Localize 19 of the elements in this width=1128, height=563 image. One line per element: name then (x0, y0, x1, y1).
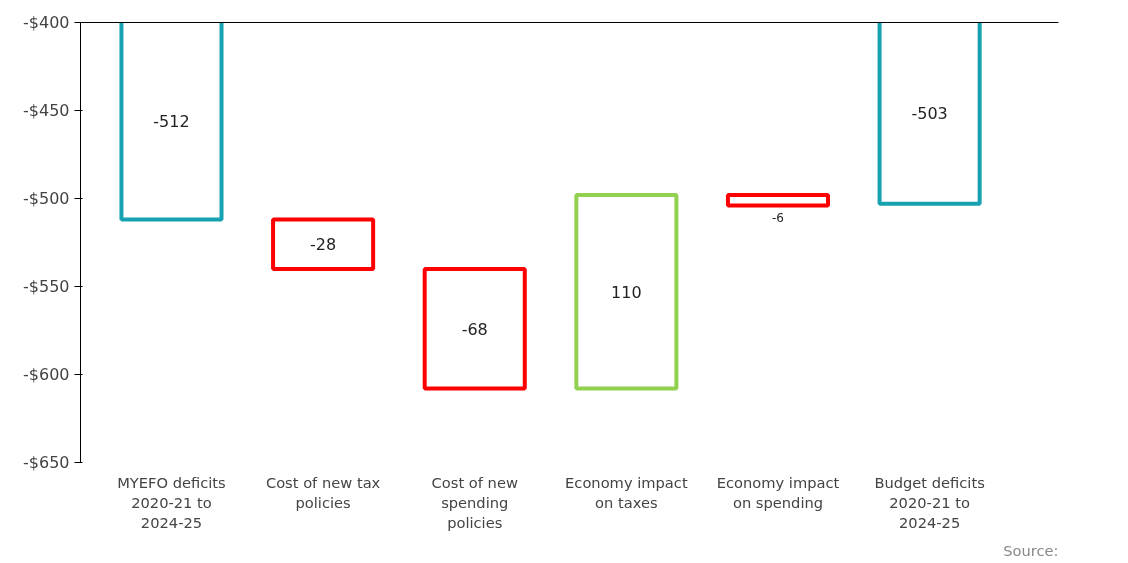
source-note: Source: (1003, 541, 1059, 559)
y-tick-label: -$450 (23, 101, 70, 120)
x-tick-label: Economy impact on spending (716, 473, 840, 511)
data-label: 110 (611, 282, 642, 302)
data-label: -512 (153, 112, 190, 132)
y-tick-label: -$550 (23, 277, 70, 296)
data-label: -28 (310, 235, 337, 255)
y-tick-label: -$500 (23, 189, 70, 208)
x-tick-label: Economy impact on taxes (565, 473, 688, 511)
y-tick-label: -$650 (23, 453, 70, 472)
y-tick-label: -$400 (23, 13, 70, 32)
x-tick-label: MYEFO deficits 2020-21 to 2024-25 (117, 473, 226, 532)
x-tick-label: Cost of new spending policies (431, 473, 518, 532)
data-label: -503 (911, 104, 948, 124)
x-tick-label: Budget deficits 2020-21 to 2024-25 (874, 473, 985, 532)
y-tick-label: -$600 (23, 365, 70, 384)
data-label: -68 (461, 319, 488, 339)
x-tick-label: Cost of new tax policies (265, 473, 381, 511)
data-label: -6 (772, 210, 784, 225)
